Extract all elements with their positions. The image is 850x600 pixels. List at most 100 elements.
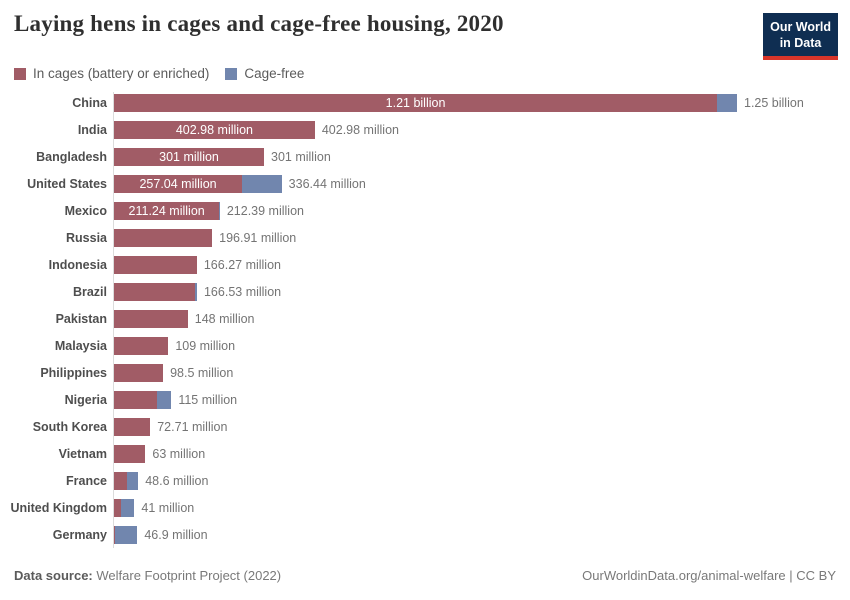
bar-group	[114, 337, 169, 355]
legend-swatch-cages-icon	[14, 67, 26, 80]
total-value-label: 166.53 million	[203, 285, 282, 299]
bar-row: France 48.6 million	[0, 468, 850, 495]
bar-group	[114, 391, 172, 409]
country-label: Russia	[66, 231, 107, 245]
bar-row: United Kingdom 41 million	[0, 495, 850, 522]
country-label: Nigeria	[64, 393, 107, 407]
bar-group	[114, 148, 265, 166]
owid-logo[interactable]: Our World in Data	[763, 13, 838, 60]
legend: In cages (battery or enriched) Cage-free	[14, 66, 304, 81]
bar-group	[114, 499, 135, 517]
bar-row: Bangladesh 301 million 301 million	[0, 144, 850, 171]
bar-row: Germany 46.9 million	[0, 522, 850, 549]
bar-row: Malaysia 109 million	[0, 333, 850, 360]
bar-segment-cagefree[interactable]	[717, 94, 737, 112]
legend-label-cages: In cages (battery or enriched)	[33, 66, 210, 81]
total-value-label: 72.71 million	[157, 420, 228, 434]
bar-row: Nigeria 115 million	[0, 387, 850, 414]
bar-group	[114, 526, 138, 544]
bar-segment-cagefree[interactable]	[115, 526, 138, 544]
bar-row: Indonesia 166.27 million	[0, 252, 850, 279]
bar-group	[114, 256, 197, 274]
bar-segment-cages[interactable]	[114, 364, 164, 382]
footer-link[interactable]: OurWorldinData.org/animal-welfare | CC B…	[582, 568, 836, 583]
legend-label-cagefree: Cage-free	[244, 66, 305, 81]
bar-segment-cages[interactable]	[114, 148, 265, 166]
country-label: United States	[27, 177, 107, 191]
country-label: Brazil	[72, 285, 107, 299]
owid-logo-line2: in Data	[779, 36, 822, 51]
bar-group	[114, 175, 282, 193]
country-label: Vietnam	[58, 447, 107, 461]
data-source-value: Welfare Footprint Project (2022)	[96, 568, 282, 583]
bar-segment-cages[interactable]	[114, 283, 196, 301]
bar-segment-cages[interactable]	[114, 337, 169, 355]
total-value-label: 41 million	[141, 501, 195, 515]
bar-group	[114, 445, 146, 463]
bar-segment-cages[interactable]	[114, 310, 188, 328]
bar-segment-cagefree[interactable]	[121, 499, 135, 517]
total-value-label: 148 million	[194, 312, 255, 326]
legend-swatch-cagefree-icon	[225, 67, 238, 80]
total-value-label: 98.5 million	[170, 366, 234, 380]
bar-segment-cages[interactable]	[114, 202, 220, 220]
country-label: United Kingdom	[10, 501, 107, 515]
bar-segment-cages[interactable]	[114, 94, 718, 112]
bar-segment-cages[interactable]	[114, 499, 122, 517]
country-label: France	[66, 474, 107, 488]
total-value-label: 166.27 million	[203, 258, 281, 272]
data-source: Data source: Welfare Footprint Project (…	[14, 568, 281, 583]
country-label: Pakistan	[55, 312, 107, 326]
country-label: Germany	[52, 528, 107, 542]
country-label: Malaysia	[54, 339, 107, 353]
bar-row: Mexico 211.24 million 212.39 million	[0, 198, 850, 225]
bar-group	[114, 121, 315, 139]
bar-group	[114, 283, 197, 301]
owid-logo-line1: Our World	[770, 20, 831, 34]
bar-segment-cages[interactable]	[114, 256, 197, 274]
total-value-label: 109 million	[175, 339, 236, 353]
bar-segment-cagefree[interactable]	[156, 391, 172, 409]
country-label: Philippines	[40, 366, 107, 380]
bar-segment-cages[interactable]	[114, 121, 315, 139]
bar-group	[114, 472, 139, 490]
country-label: South Korea	[32, 420, 107, 434]
total-value-label: 46.9 million	[144, 528, 208, 542]
total-value-label: 63 million	[152, 447, 206, 461]
bar-row: Russia 196.91 million	[0, 225, 850, 252]
bar-segment-cages[interactable]	[114, 229, 213, 247]
total-value-label: 212.39 million	[226, 204, 304, 218]
total-value-label: 115 million	[178, 393, 238, 407]
country-label: Bangladesh	[36, 150, 107, 164]
bar-segment-cages[interactable]	[114, 526, 116, 544]
bar-segment-cagefree[interactable]	[195, 283, 197, 301]
footer: Data source: Welfare Footprint Project (…	[14, 568, 836, 583]
bar-group	[114, 94, 737, 112]
bar-group	[114, 364, 164, 382]
bar-group	[114, 202, 220, 220]
bar-chart: China 1.21 billion 1.25 billion India 402.98…	[0, 90, 850, 552]
country-label: Mexico	[64, 204, 107, 218]
bar-segment-cagefree[interactable]	[242, 175, 282, 193]
bar-segment-cages[interactable]	[114, 175, 243, 193]
legend-item-cagefree: Cage-free	[225, 66, 304, 81]
bar-segment-cages[interactable]	[114, 418, 151, 436]
total-value-label: 301 million	[271, 150, 331, 164]
page-title: Laying hens in cages and cage-free housi…	[14, 11, 504, 36]
bar-row: Vietnam 63 million	[0, 441, 850, 468]
bar-group	[114, 418, 151, 436]
bar-segment-cages[interactable]	[114, 445, 146, 463]
bar-segment-cages[interactable]	[114, 391, 157, 409]
total-value-label: 48.6 million	[145, 474, 209, 488]
data-source-label: Data source:	[14, 568, 93, 583]
bar-group	[114, 310, 188, 328]
bar-segment-cagefree[interactable]	[127, 472, 139, 490]
y-axis-line	[113, 92, 114, 548]
country-label: China	[72, 96, 107, 110]
bar-row: India 402.98 million 402.98 million	[0, 117, 850, 144]
country-label: India	[77, 123, 107, 137]
bar-segment-cages[interactable]	[114, 472, 128, 490]
bar-segment-cagefree[interactable]	[219, 202, 220, 220]
bar-group	[114, 229, 213, 247]
